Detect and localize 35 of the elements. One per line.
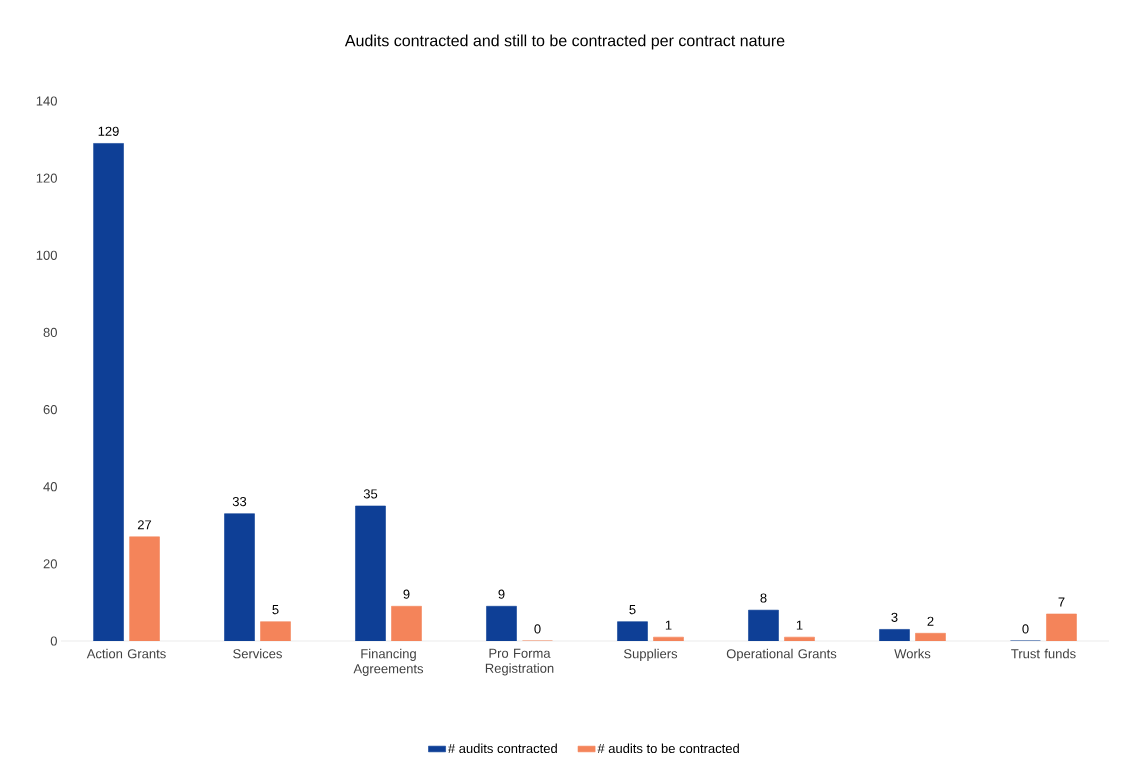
y-tick-label: 120 bbox=[36, 173, 57, 183]
x-tick-label: Suppliers bbox=[623, 648, 678, 661]
data-label: 0 bbox=[1022, 624, 1029, 634]
y-tick-label: 0 bbox=[50, 636, 57, 646]
data-label: 1 bbox=[665, 620, 672, 630]
legend-label: # audits to be contracted bbox=[597, 743, 739, 754]
data-label: 27 bbox=[137, 520, 152, 530]
x-tick-label: Pro Forma Registration bbox=[485, 648, 554, 676]
data-label: 9 bbox=[403, 589, 410, 599]
y-tick-label: 100 bbox=[36, 250, 57, 260]
data-label: 129 bbox=[98, 126, 119, 136]
legend-label: # audits contracted bbox=[447, 743, 557, 754]
x-tick-label: Action Grants bbox=[86, 648, 166, 659]
data-label: 8 bbox=[760, 593, 767, 603]
data-label: 5 bbox=[629, 605, 636, 615]
data-label: 33 bbox=[232, 496, 247, 507]
y-tick-label: 80 bbox=[43, 327, 57, 338]
y-tick-label: 20 bbox=[43, 559, 57, 569]
chart-title: Audits contracted and still to be contracted per contract nature bbox=[344, 34, 785, 50]
data-label: 7 bbox=[1058, 597, 1065, 607]
data-label: 2 bbox=[927, 616, 934, 626]
x-tick-label: Trust funds bbox=[1011, 648, 1076, 659]
data-label: 35 bbox=[363, 489, 378, 499]
x-tick-label: Financing Agreements bbox=[353, 648, 424, 676]
y-tick-label: 140 bbox=[36, 96, 57, 106]
data-label: 1 bbox=[796, 620, 803, 630]
y-tick-label: 60 bbox=[43, 404, 57, 415]
x-tick-label: Services bbox=[233, 648, 282, 659]
data-label: 3 bbox=[891, 612, 898, 622]
y-tick-label: 40 bbox=[43, 482, 57, 492]
data-label: 9 bbox=[498, 589, 505, 599]
data-label: 0 bbox=[534, 624, 541, 634]
x-tick-label: Works bbox=[894, 648, 931, 659]
data-label: 5 bbox=[272, 605, 279, 615]
x-tick-label: Operational Grants bbox=[726, 648, 837, 661]
